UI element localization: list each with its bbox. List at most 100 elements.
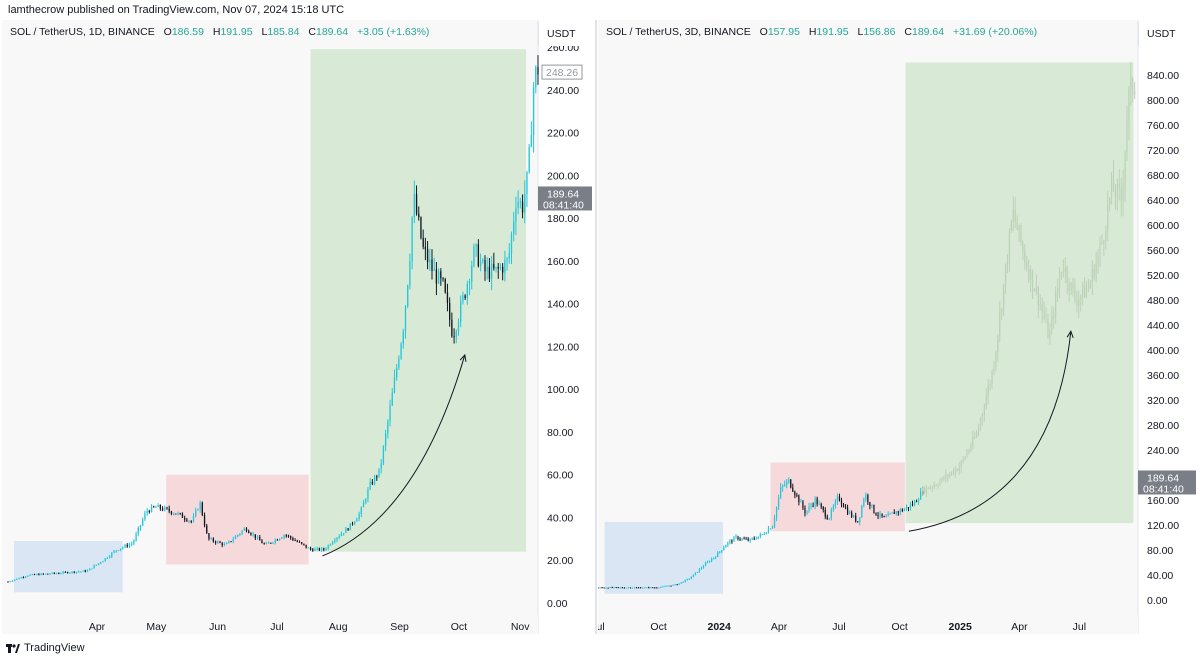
countdown-value: 08:41:40: [1143, 483, 1184, 495]
symbol-name[interactable]: SOL / TetherUS, 1D, BINANCE: [10, 26, 155, 38]
candle-body: [166, 507, 168, 509]
candle-body: [528, 146, 530, 172]
trend-arrow-line[interactable]: [908, 331, 1072, 532]
y-tick-label: 680.00: [1147, 170, 1179, 182]
candle-body: [477, 244, 480, 267]
candle-body: [111, 552, 113, 557]
candle-body: [526, 171, 528, 195]
candle-body: [767, 528, 770, 533]
chart-panel-left[interactable]: 260.00 240.00 220.00 200.00 180.00 160.00 140.…: [2, 20, 594, 634]
candle-body: [515, 208, 517, 222]
candle-body: [25, 576, 27, 578]
candle-body: [256, 537, 259, 539]
currency-label-left[interactable]: USDT: [538, 22, 584, 46]
candle-body: [20, 577, 22, 579]
blue-consolidation-box[interactable]: [604, 521, 724, 594]
candle-body: [347, 528, 349, 531]
candle-body: [181, 513, 184, 518]
blue-consolidation-box[interactable]: [13, 540, 123, 593]
red-consolidation-box[interactable]: [166, 474, 309, 565]
green-rally-box[interactable]: [310, 49, 527, 552]
countdown-value: 08:41:40: [543, 199, 584, 211]
green-rally-box[interactable]: [905, 62, 1134, 524]
projected-candle-body: [1101, 243, 1103, 245]
candle-body: [349, 523, 351, 531]
candle-body: [373, 476, 376, 484]
candle-body: [517, 202, 519, 209]
candle-body: [765, 532, 768, 535]
candle-body: [871, 504, 873, 507]
candle-body: [331, 542, 334, 545]
projected-candle-body: [1091, 268, 1093, 283]
candle-body: [652, 587, 654, 589]
candle-body: [9, 581, 11, 583]
chart-left-svg[interactable]: 260.00240.00220.00200.00180.00160.00140.…: [2, 20, 594, 634]
price-axis[interactable]: [538, 20, 594, 634]
price-axis[interactable]: [1138, 20, 1198, 634]
x-tick-label: Jul: [270, 621, 283, 633]
candle-body: [199, 502, 201, 510]
projected-candle-body: [954, 469, 957, 474]
candle-body: [725, 545, 727, 548]
close-label: C: [904, 26, 912, 38]
projected-candle-body: [1080, 295, 1082, 300]
projected-candle-body: [1026, 262, 1028, 269]
panel-divider[interactable]: [595, 20, 597, 634]
chart-panel-right[interactable]: 840.00 800.00 760.00 720.00 680.00 640.00 600.…: [598, 20, 1198, 634]
close-value: 189.64: [911, 26, 945, 38]
candle-body: [849, 512, 851, 514]
candle-body: [664, 586, 666, 588]
projected-candle-body: [1012, 209, 1014, 222]
candle-body: [58, 573, 60, 575]
y-tick-label: 220.00: [547, 128, 579, 140]
candle-body: [798, 495, 800, 503]
trend-arrow-line[interactable]: [322, 354, 466, 557]
candle-body: [484, 259, 486, 272]
candle-body: [376, 476, 378, 478]
candle-body: [33, 574, 36, 576]
time-axis[interactable]: [598, 615, 1138, 634]
candle-body: [142, 519, 144, 526]
projected-candle-body: [1109, 197, 1111, 205]
candle-body: [168, 508, 170, 512]
candle-body: [179, 513, 181, 515]
candle-body: [431, 259, 433, 271]
candle-body: [761, 534, 763, 536]
candle-body: [915, 501, 918, 503]
candle-body: [836, 496, 839, 501]
candle-body: [769, 528, 772, 530]
candle-body: [510, 233, 513, 253]
candle-body: [863, 499, 865, 507]
low-label: L: [261, 26, 268, 38]
candle-body: [248, 531, 250, 534]
currency-label-right[interactable]: USDT: [1138, 22, 1184, 46]
y-tick-label: 80.00: [547, 427, 573, 439]
candle-body: [674, 584, 676, 586]
tradingview-brand[interactable]: TradingView: [24, 642, 85, 654]
chart-right-svg[interactable]: 840.00 800.00 760.00 720.00 680.00 640.00 600.…: [598, 20, 1198, 634]
candle-body: [708, 561, 711, 563]
projected-candle-body: [1126, 120, 1128, 153]
candle-body: [844, 507, 847, 509]
projected-candle-body: [966, 452, 968, 458]
last-price-value: 189.64: [1147, 472, 1179, 484]
candle-body: [239, 533, 241, 535]
candle-body: [853, 515, 855, 517]
candle-body: [619, 587, 621, 589]
candle-body: [7, 581, 9, 583]
projected-candle-body: [945, 474, 947, 479]
candle-body: [384, 433, 387, 447]
candle-body: [741, 538, 743, 540]
candle-body: [435, 269, 438, 284]
candle-body: [164, 507, 166, 511]
candle-body: [301, 542, 303, 544]
candle-body: [407, 285, 409, 307]
projected-candle-body: [976, 433, 978, 438]
candle-body: [206, 525, 208, 534]
candle-body: [627, 587, 630, 589]
candle-body: [635, 587, 638, 589]
candle-body: [453, 336, 455, 338]
time-axis[interactable]: [2, 615, 538, 634]
symbol-name[interactable]: SOL / TetherUS, 3D, BINANCE: [606, 26, 751, 38]
candle-body: [471, 265, 473, 282]
